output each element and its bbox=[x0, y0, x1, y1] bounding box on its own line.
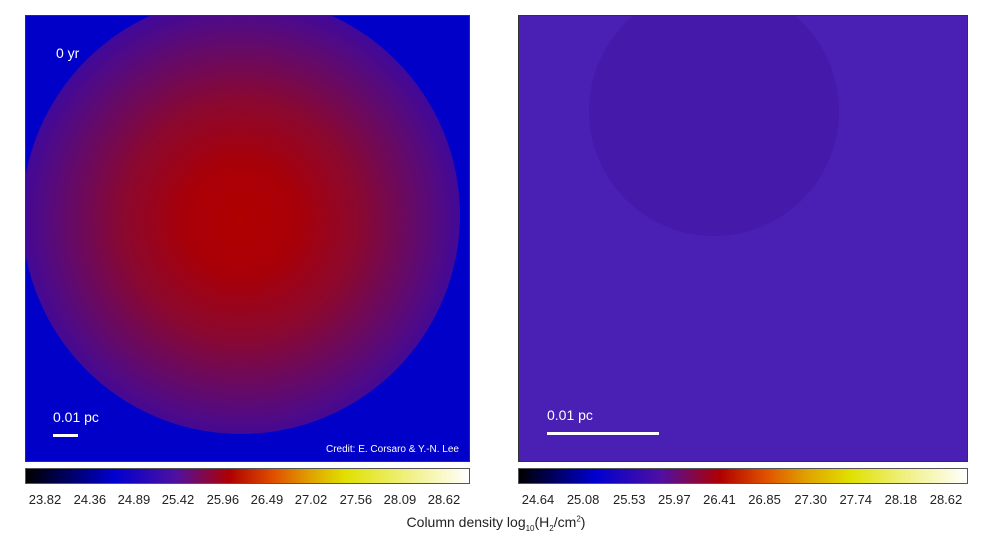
tick-label: 27.74 bbox=[839, 492, 873, 507]
tick-label: 23.82 bbox=[28, 492, 62, 507]
tick-label: 28.62 bbox=[929, 492, 963, 507]
label-text: Column density log bbox=[406, 514, 526, 530]
label-text: ) bbox=[580, 514, 586, 530]
scale-bar bbox=[53, 434, 78, 437]
tick-label: 25.96 bbox=[206, 492, 240, 507]
tick-label: 25.53 bbox=[612, 492, 646, 507]
scale-bar bbox=[547, 432, 659, 435]
tick-label: 26.41 bbox=[703, 492, 736, 507]
tick-label: 27.56 bbox=[339, 492, 373, 507]
density-map-left: 0 yr 0.01 pc Credit: E. Corsaro & Y.-N. … bbox=[25, 15, 470, 462]
tick-label: 25.08 bbox=[566, 492, 600, 507]
tick-label: 28.18 bbox=[884, 492, 918, 507]
tick-label: 27.30 bbox=[794, 492, 827, 507]
scale-label: 0.01 pc bbox=[547, 407, 593, 423]
label-sub: 10 bbox=[525, 523, 535, 533]
scale-label: 0.01 pc bbox=[53, 409, 99, 425]
label-sup: 2 bbox=[576, 514, 581, 524]
tick-label: 24.64 bbox=[521, 492, 555, 507]
tick-label: 27.02 bbox=[294, 492, 328, 507]
tick-label: 26.85 bbox=[748, 492, 781, 507]
colorbar bbox=[518, 468, 968, 484]
time-label: 0 yr bbox=[56, 45, 80, 61]
tick-label: 24.36 bbox=[73, 492, 107, 507]
density-map-right: 0.01 pc bbox=[518, 15, 968, 462]
colorbar-label: Column density log10(H2/cm2) bbox=[0, 514, 992, 533]
tick-label: 28.09 bbox=[383, 492, 417, 507]
core bbox=[26, 16, 460, 434]
label-text: /cm bbox=[553, 514, 577, 530]
inner-structure bbox=[589, 16, 839, 236]
label-sub: 2 bbox=[549, 523, 554, 533]
tick-label: 25.97 bbox=[658, 492, 691, 507]
tick-label: 24.89 bbox=[117, 492, 151, 507]
tick-label: 25.42 bbox=[161, 492, 195, 507]
credit: Credit: E. Corsaro & Y.-N. Lee bbox=[325, 444, 459, 455]
tick-label: 26.49 bbox=[250, 492, 284, 507]
colorbar bbox=[25, 468, 470, 484]
tick-label: 28.62 bbox=[427, 492, 461, 507]
label-text: (H bbox=[534, 514, 550, 530]
